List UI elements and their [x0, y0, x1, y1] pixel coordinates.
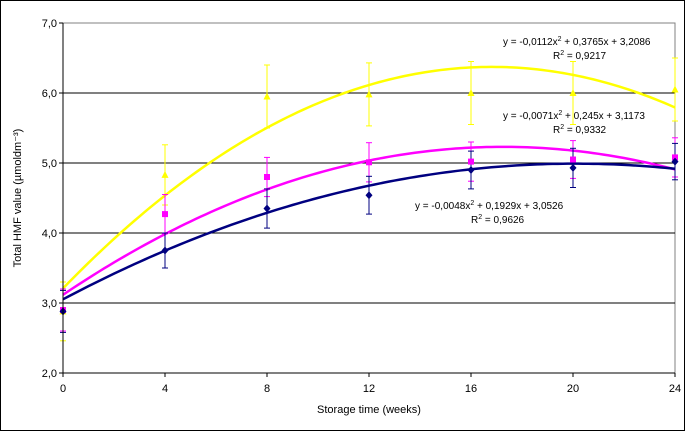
- data-point-yellow: [671, 85, 679, 93]
- data-point-magenta: [264, 174, 270, 180]
- y-axis-label: Total HMF value (µmoldm⁻³): [12, 129, 24, 268]
- y-tick-label: 7,0: [42, 18, 57, 30]
- data-point-magenta: [672, 154, 678, 161]
- data-point-yellow: [467, 89, 475, 96]
- equation-magenta: y = -0,0071x2 + 0,245x + 3,1173 R2 = 0,9…: [503, 110, 645, 136]
- data-point-magenta: [162, 211, 168, 218]
- equation-navy-text: y = -0,0048x2 + 0,1929x + 3,0526: [415, 200, 564, 212]
- x-tick-label: 4: [162, 383, 168, 395]
- data-point-navy: [161, 246, 169, 255]
- equation-magenta-text: y = -0,0071x2 + 0,245x + 3,1173: [503, 110, 645, 122]
- data-point-navy: [263, 204, 271, 213]
- data-point-navy: [365, 191, 373, 200]
- data-point-magenta: [366, 159, 372, 166]
- r2-magenta-text: R2 = 0,9332: [553, 124, 607, 136]
- data-point-magenta: [468, 158, 474, 165]
- equation-yellow: y = -0,0112x2 + 0,3765x + 3,2086 R2 = 0,…: [503, 36, 651, 62]
- x-axis-label: Storage time (weeks): [317, 404, 421, 416]
- x-tick-label: 8: [264, 383, 270, 395]
- x-tick-label: 24: [669, 383, 681, 395]
- y-tick-label: 6,0: [42, 88, 57, 100]
- equation-navy: y = -0,0048x2 + 0,1929x + 3,0526 R2 = 0,…: [415, 200, 564, 226]
- data-point-yellow: [161, 170, 169, 178]
- axis-ticks: 2,0 3,0 4,0 5,0 6,0 7,0 0 4 8 12 16 20 24: [42, 18, 681, 395]
- r2-navy-text: R2 = 0,9626: [471, 214, 525, 226]
- data-point-magenta: [570, 156, 576, 163]
- equation-yellow-text: y = -0,0112x2 + 0,3765x + 3,2086: [503, 36, 651, 48]
- data-point-yellow: [365, 90, 373, 98]
- data-point-navy: [671, 157, 679, 166]
- x-tick-label: 12: [363, 383, 375, 395]
- data-point-navy: [569, 163, 577, 172]
- x-tick-label: 0: [60, 383, 66, 395]
- data-point-yellow: [263, 92, 271, 100]
- y-tick-label: 2,0: [42, 368, 57, 380]
- y-tick-label: 5,0: [42, 158, 57, 170]
- y-tick-label: 4,0: [42, 228, 57, 240]
- data-point-navy: [467, 166, 475, 174]
- x-tick-label: 16: [465, 383, 477, 395]
- x-tick-label: 20: [567, 383, 579, 395]
- y-tick-label: 3,0: [42, 298, 57, 310]
- data-point-yellow: [569, 89, 577, 96]
- r2-yellow-text: R2 = 0,9217: [553, 50, 607, 62]
